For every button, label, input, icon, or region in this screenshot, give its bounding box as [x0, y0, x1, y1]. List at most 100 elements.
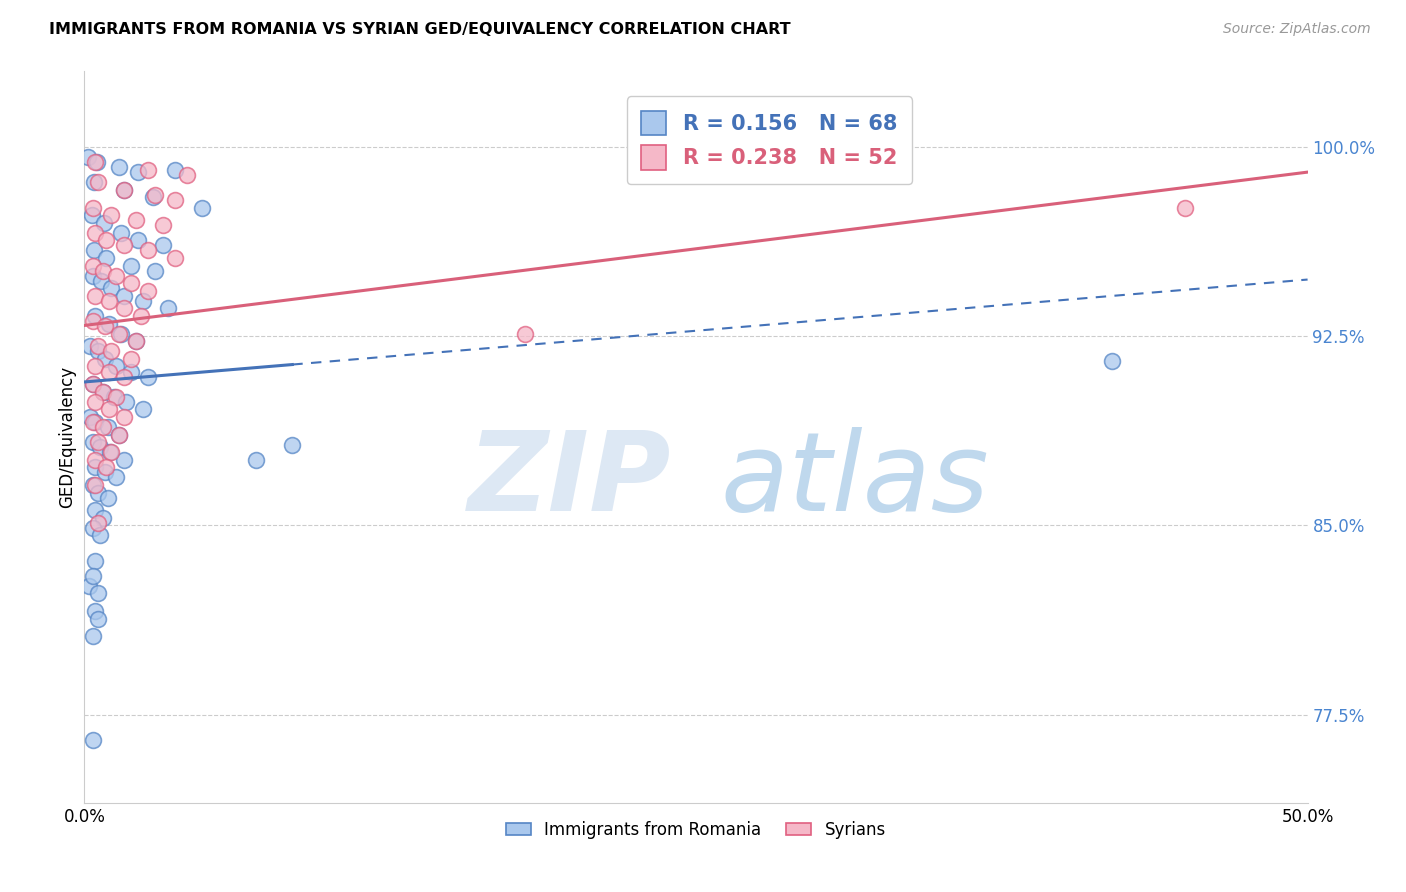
Point [83, 244, 105, 258]
Point [84, 155, 107, 169]
Point [82, 377, 104, 392]
Point [84, 604, 107, 618]
Point [105, 359, 128, 374]
Point [94, 319, 117, 334]
Point [91, 510, 114, 524]
Point [105, 268, 128, 283]
Point [77, 150, 100, 164]
Point [94, 466, 117, 480]
Point [87, 435, 110, 450]
Point [125, 334, 148, 349]
Point [103, 390, 125, 404]
Point [84, 226, 107, 240]
Point [97, 402, 120, 417]
Point [87, 612, 110, 626]
Point [100, 281, 122, 295]
Point [77, 579, 100, 593]
Point [84, 478, 107, 492]
Point [91, 420, 114, 434]
Point [84, 554, 107, 568]
Point [132, 293, 155, 308]
Point [152, 218, 174, 232]
Point [120, 351, 142, 366]
Point [89, 440, 111, 454]
Legend: Immigrants from Romania, Syrians: Immigrants from Romania, Syrians [499, 814, 893, 846]
Point [87, 485, 110, 500]
Point [82, 478, 104, 492]
Point [82, 201, 104, 215]
Point [112, 289, 135, 303]
Point [125, 334, 148, 349]
Point [136, 284, 159, 298]
Point [176, 168, 198, 182]
Point [163, 251, 186, 265]
Point [82, 521, 104, 535]
Point [125, 213, 148, 227]
Point [94, 351, 117, 366]
Point [82, 259, 104, 273]
Point [191, 201, 214, 215]
Point [84, 394, 107, 409]
Point [107, 427, 129, 442]
Point [115, 394, 138, 409]
Point [156, 301, 179, 316]
Point [87, 175, 110, 189]
Point [84, 503, 107, 517]
Point [87, 516, 110, 530]
Point [97, 317, 120, 331]
Point [143, 263, 166, 277]
Point [245, 452, 267, 467]
Point [136, 244, 159, 258]
Point [105, 390, 128, 404]
Point [91, 263, 114, 277]
Point [152, 238, 174, 252]
Point [91, 384, 114, 399]
Point [513, 326, 536, 341]
Point [1101, 354, 1123, 368]
Point [163, 193, 186, 207]
Point [127, 165, 149, 179]
Point [107, 326, 129, 341]
Point [97, 364, 120, 378]
Point [82, 569, 104, 583]
Point [107, 427, 129, 442]
Y-axis label: GED/Equivalency: GED/Equivalency [58, 366, 76, 508]
Point [87, 339, 110, 353]
Point [112, 452, 135, 467]
Point [82, 415, 104, 429]
Point [86, 155, 108, 169]
Text: ZIP: ZIP [468, 427, 672, 534]
Point [120, 277, 142, 291]
Point [1174, 201, 1197, 215]
Point [84, 415, 107, 429]
Point [87, 344, 110, 359]
Point [96, 233, 118, 247]
Text: Source: ZipAtlas.com: Source: ZipAtlas.com [1223, 22, 1371, 37]
Point [100, 445, 122, 459]
Point [129, 309, 152, 323]
Point [87, 586, 110, 600]
Point [96, 460, 118, 475]
Point [89, 528, 111, 542]
Text: atlas: atlas [720, 427, 988, 534]
Point [82, 314, 104, 328]
Point [163, 162, 186, 177]
Point [82, 435, 104, 450]
Point [120, 364, 142, 378]
Point [79, 409, 101, 424]
Point [281, 437, 304, 451]
Point [100, 208, 122, 222]
Point [98, 445, 121, 459]
Point [112, 369, 135, 384]
Point [83, 175, 105, 189]
Point [112, 183, 135, 197]
Point [143, 188, 166, 202]
Point [82, 377, 104, 392]
Point [112, 183, 135, 197]
Point [80, 208, 103, 222]
Point [91, 384, 114, 399]
Point [112, 238, 135, 252]
Point [97, 420, 120, 434]
Point [97, 293, 120, 308]
Point [84, 359, 107, 374]
